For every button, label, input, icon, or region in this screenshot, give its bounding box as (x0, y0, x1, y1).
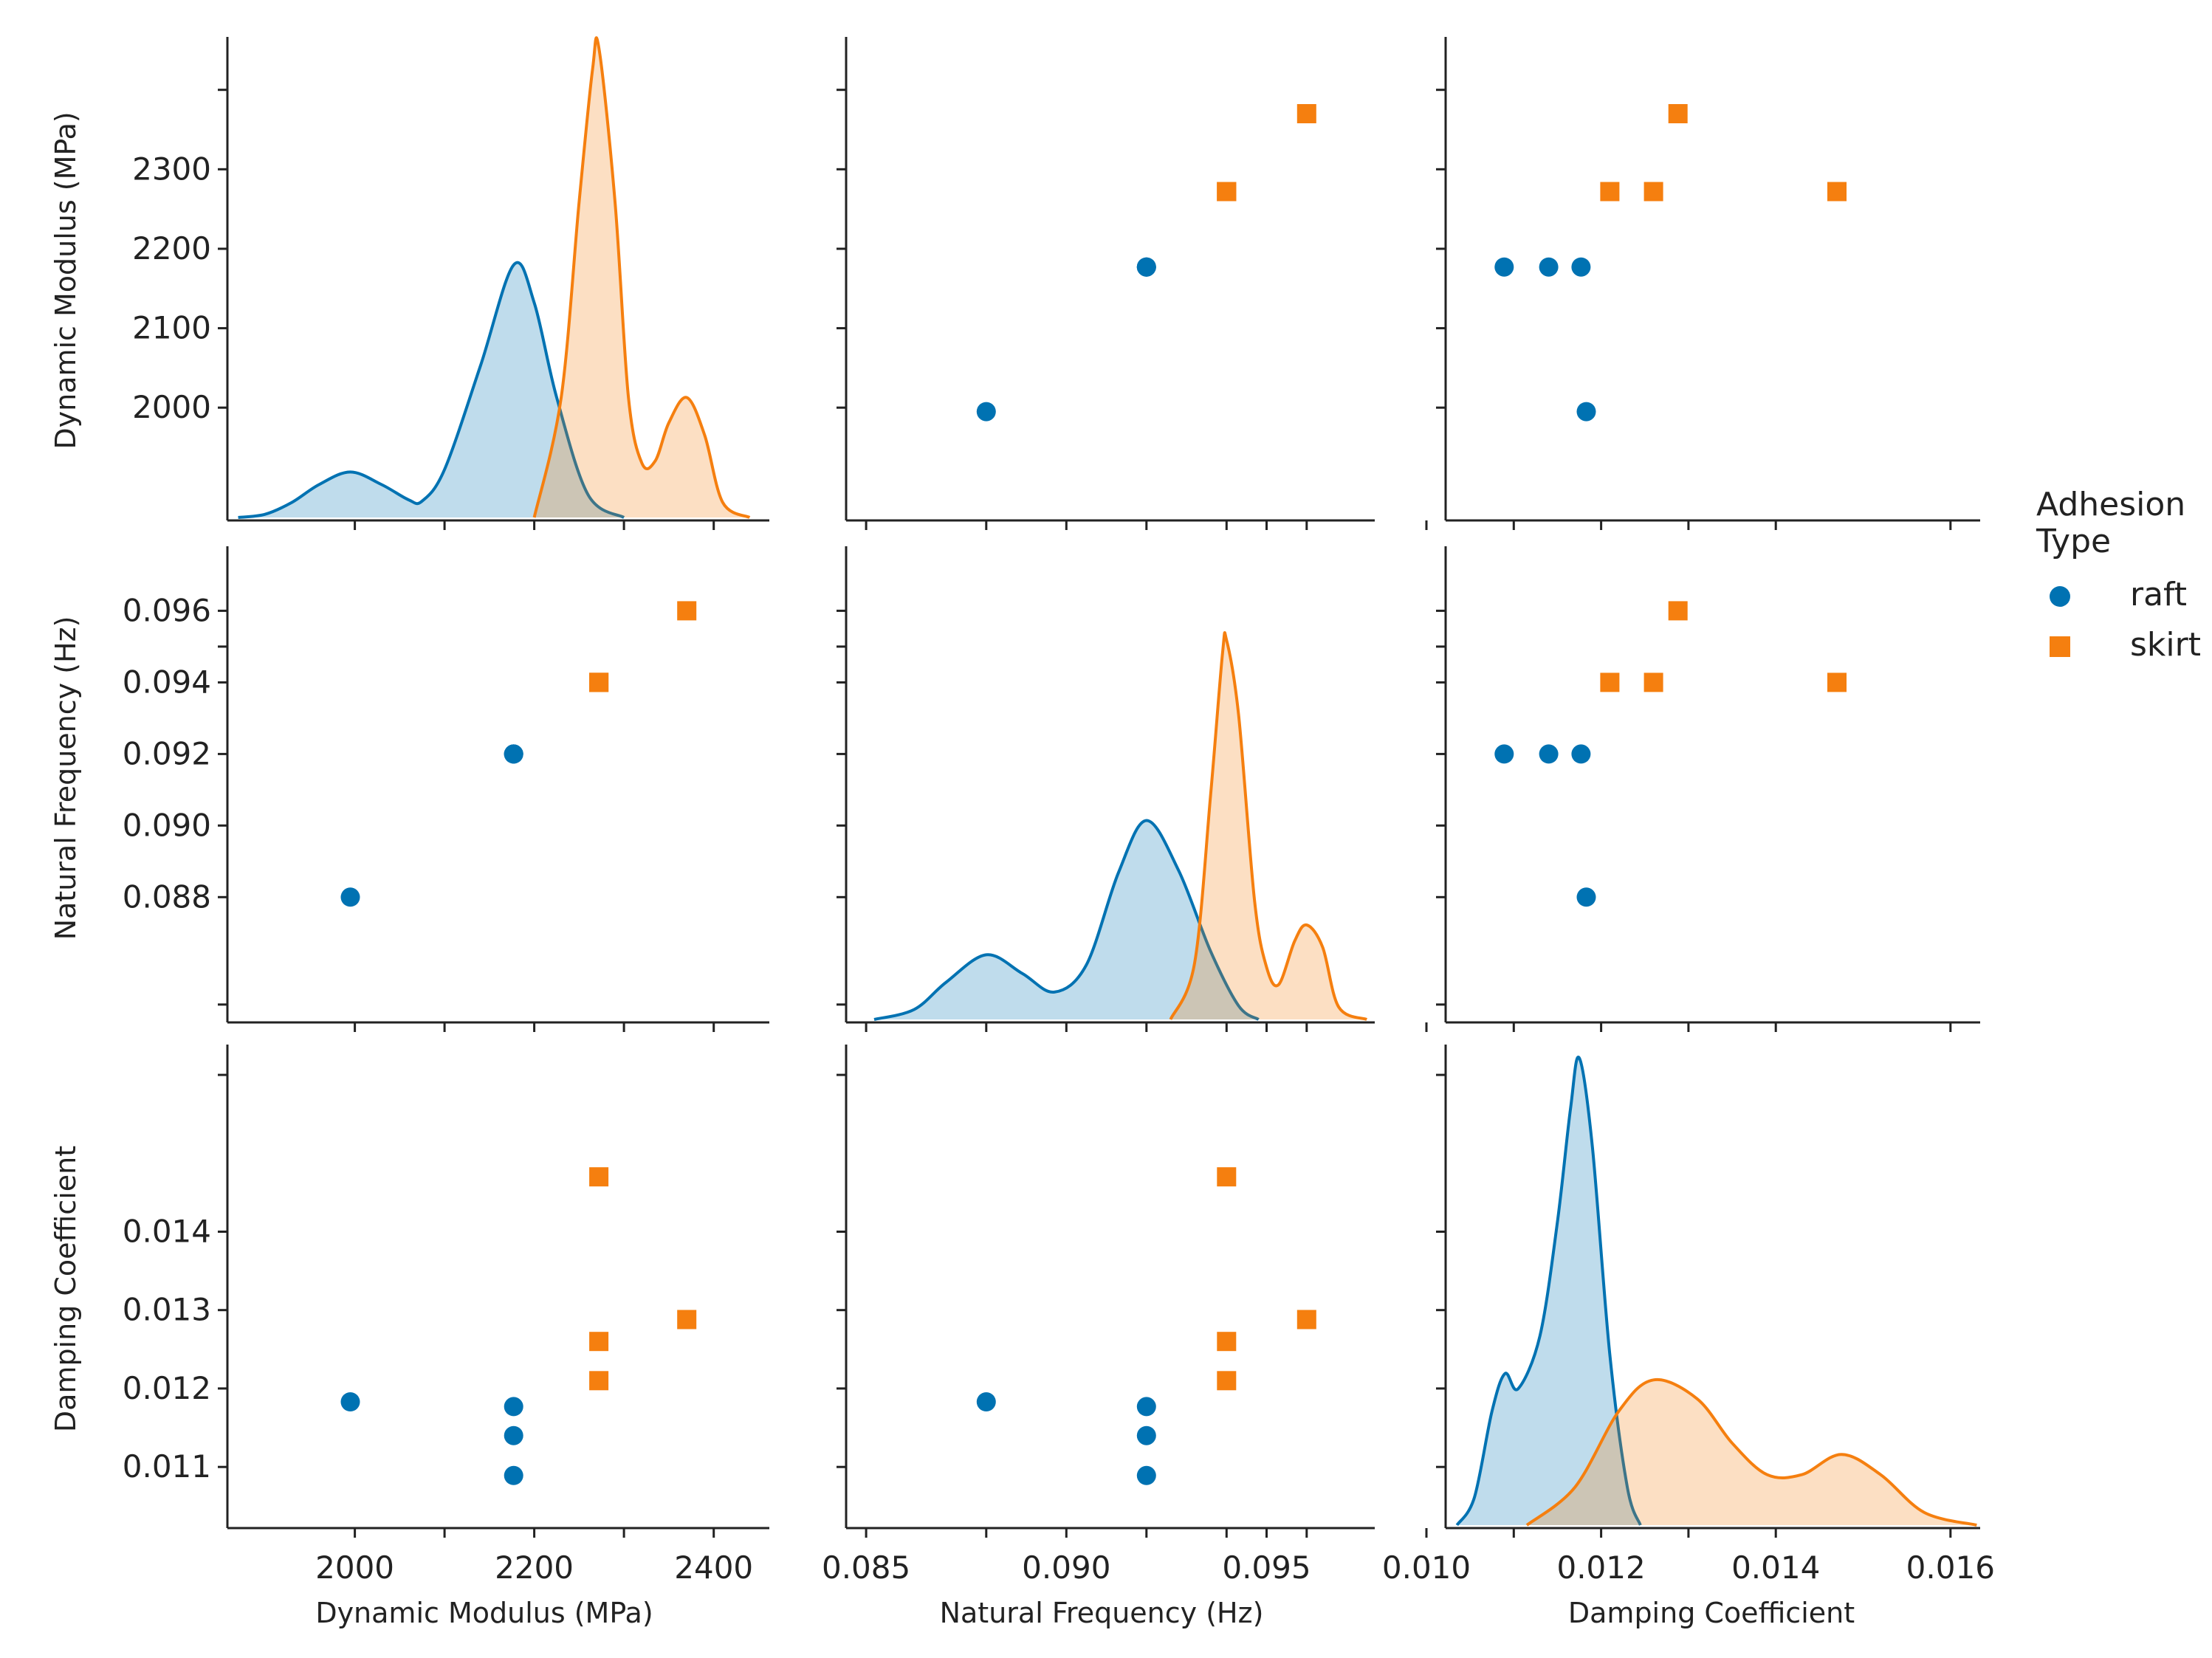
point-raft-2 (1539, 744, 1559, 764)
y-tick-label: 0.088 (123, 878, 211, 915)
x-tick-label: 0.016 (1906, 1549, 1995, 1586)
point-raft-1 (1136, 1397, 1156, 1417)
point-raft-0 (976, 402, 996, 422)
point-skirt-1 (1217, 1332, 1237, 1352)
legend-title-line-1: Adhesion (2036, 486, 2185, 523)
y-tick-label: 0.094 (123, 664, 211, 700)
kde-fill-skirt (534, 38, 750, 517)
point-raft-3 (504, 744, 523, 764)
kde-line-raft (1455, 1055, 1642, 1527)
kde-line-raft (873, 819, 1260, 1021)
panel-damping-vs-damping: 0.010 0.012 0.014 0.016 (1382, 1045, 1995, 1586)
ylabel-natural-frequency: Natural Frequency (Hz) (49, 616, 82, 940)
point-skirt-0 (1600, 182, 1620, 202)
legend-label-raft: raft (2130, 576, 2187, 613)
y-tick-label: 0.013 (123, 1292, 211, 1328)
y-tick-label: 0.096 (123, 592, 211, 628)
point-skirt-0 (1217, 1371, 1237, 1391)
y-tick-label: 0.011 (123, 1448, 211, 1485)
point-skirt-2 (1827, 182, 1847, 202)
point-skirt-2 (1217, 1167, 1237, 1187)
point-skirt-2 (589, 1167, 609, 1187)
x-tick-label: 0.095 (1222, 1549, 1311, 1586)
point-raft-3 (1136, 1465, 1156, 1485)
point-raft-1 (1571, 744, 1591, 764)
legend-marker-raft (2050, 586, 2070, 607)
ylabel-dynamic-modulus: Dynamic Modulus (MPa) (49, 111, 82, 449)
xlabel-dynamic-modulus: Dynamic Modulus (MPa) (315, 1597, 653, 1629)
y-tick-label: 2100 (132, 310, 211, 346)
panel-modulus-vs-frequency (837, 37, 1375, 530)
point-skirt-1 (1643, 182, 1663, 202)
x-tick-label: 0.085 (822, 1549, 910, 1586)
point-skirt-2 (1217, 182, 1237, 202)
xlabel-damping-coefficient: Damping Coefficient (1568, 1597, 1855, 1629)
kde-line-skirt (1169, 631, 1367, 1021)
panel-frequency-vs-modulus: 0.088 0.090 0.092 0.094 0.096 (123, 546, 769, 1032)
axis-labels-layer: Dynamic Modulus (MPa) Natural Frequency … (49, 111, 1855, 1629)
point-raft-0 (340, 887, 360, 907)
x-tick-label: 0.012 (1556, 1549, 1645, 1586)
y-tick-label: 2300 (132, 151, 211, 187)
y-tick-label: 0.014 (123, 1214, 211, 1250)
legend-marker-skirt (2050, 636, 2070, 657)
point-raft-3 (504, 1465, 523, 1485)
point-skirt-1 (1643, 673, 1663, 692)
kde-fill-skirt (1527, 1379, 1977, 1525)
kde-fill-raft (874, 820, 1259, 1019)
xlabel-natural-frequency: Natural Frequency (Hz) (940, 1597, 1264, 1629)
point-raft-0 (976, 1392, 996, 1411)
panel-modulus-vs-damping (1425, 37, 1980, 530)
kde-fill-raft (238, 262, 625, 517)
panel-damping-vs-modulus: 0.011 0.012 0.013 0.014 2000 2200 2400 (123, 1045, 769, 1586)
kde-line-skirt (532, 36, 751, 519)
point-raft-1 (1571, 257, 1591, 277)
y-tick-label: 0.092 (123, 735, 211, 771)
x-tick-label: 0.010 (1382, 1549, 1471, 1586)
point-skirt-3 (677, 601, 697, 621)
x-tick-label: 2200 (495, 1549, 574, 1586)
point-skirt-3 (1296, 1310, 1316, 1330)
panel-frequency-vs-frequency (837, 546, 1375, 1032)
panel-modulus-vs-modulus: 2000 2100 2200 2300 (132, 36, 769, 530)
x-tick-label: 0.090 (1022, 1549, 1110, 1586)
point-skirt-3 (677, 1310, 697, 1330)
legend-title-line-2: Type (2036, 523, 2111, 560)
y-tick-label: 0.012 (123, 1370, 211, 1406)
legend: Adhesion Type raft skirt (2036, 486, 2201, 664)
point-raft-3 (1494, 744, 1514, 764)
point-raft-0 (1576, 402, 1596, 422)
x-tick-label: 2400 (674, 1549, 753, 1586)
ylabel-damping-coefficient: Damping Coefficient (49, 1146, 82, 1432)
point-raft-2 (1136, 1425, 1156, 1445)
kde-line-skirt (1525, 1377, 1977, 1527)
point-raft-3 (1494, 257, 1514, 277)
legend-label-skirt: skirt (2130, 626, 2201, 664)
point-skirt-0 (1600, 673, 1620, 692)
panels-layer: 2000 2100 2200 2300 0.088 0.090 0.092 0.094 0.09… (123, 36, 1995, 1586)
y-tick-label: 0.090 (123, 807, 211, 843)
point-skirt-3 (1296, 104, 1316, 123)
point-raft-3 (1136, 257, 1156, 277)
point-skirt-0 (589, 1371, 609, 1391)
point-skirt-3 (1668, 104, 1688, 123)
y-tick-label: 2000 (132, 389, 211, 425)
kde-fill-skirt (1170, 633, 1367, 1019)
point-raft-0 (1576, 887, 1596, 907)
y-tick-label: 2200 (132, 230, 211, 266)
point-skirt-1 (589, 1332, 609, 1352)
point-raft-2 (504, 1425, 523, 1445)
point-skirt-3 (1668, 601, 1688, 621)
point-skirt-2 (589, 673, 609, 692)
point-raft-0 (340, 1392, 360, 1411)
point-skirt-2 (1827, 673, 1847, 692)
x-tick-label: 2000 (315, 1549, 394, 1586)
panel-damping-vs-frequency: 0.085 0.090 0.095 (822, 1045, 1375, 1586)
x-tick-label: 0.014 (1731, 1549, 1820, 1586)
point-raft-1 (504, 1397, 523, 1417)
kde-line-raft (238, 261, 625, 519)
panel-frequency-vs-damping (1425, 546, 1980, 1032)
point-raft-2 (1539, 257, 1559, 277)
